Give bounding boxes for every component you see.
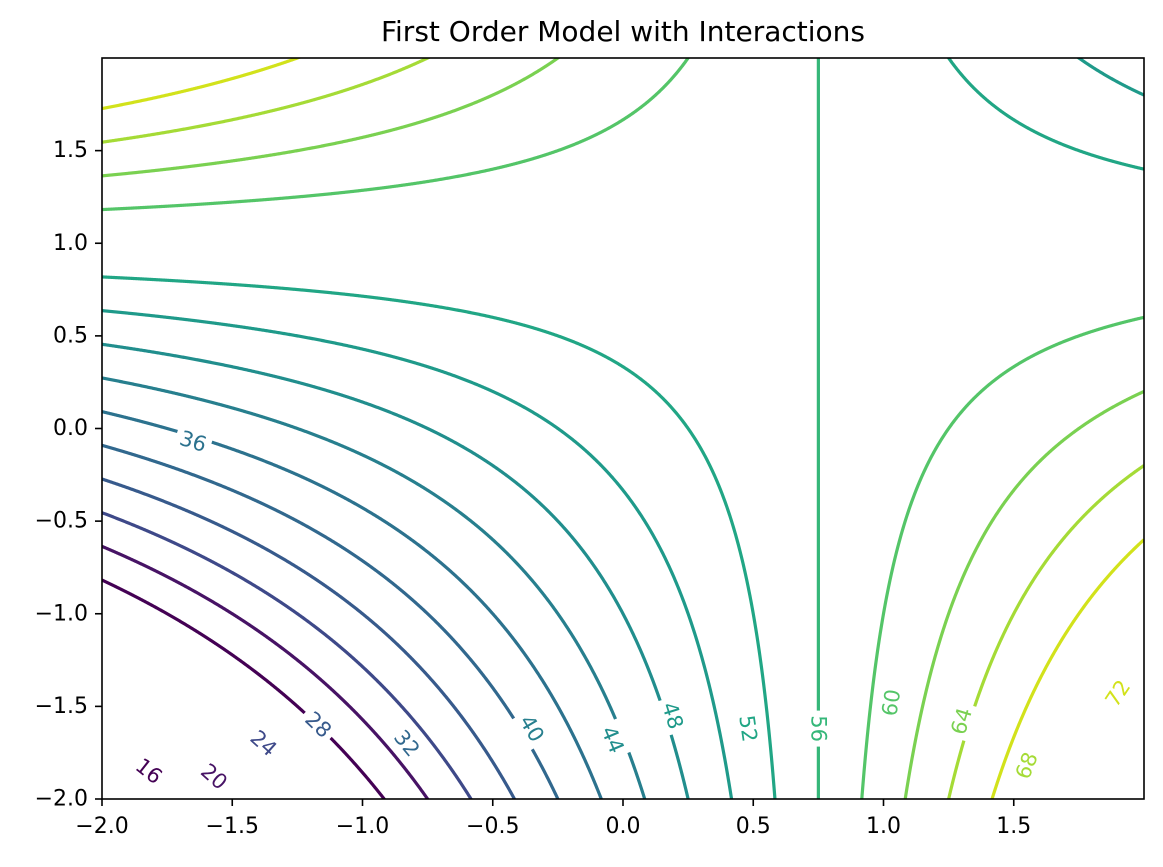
- x-tick-label: −1.5: [206, 814, 259, 839]
- contour-label-mask-16: [126, 749, 172, 793]
- x-tick-label: −1.0: [336, 814, 389, 839]
- x-tick-label: −2.0: [75, 814, 128, 839]
- x-tick-label: 1.5: [996, 814, 1031, 839]
- contour-line-28: [102, 477, 517, 799]
- y-tick-label: 1.0: [53, 231, 88, 256]
- contour-lines-group: [102, 58, 1144, 799]
- contour-label-mask-24: [241, 721, 286, 766]
- contour-label-56: 56: [806, 715, 830, 742]
- contour-label-mask-72: [1097, 671, 1139, 716]
- contour-line-64: [102, 58, 1144, 799]
- y-tick-label: 1.5: [53, 138, 88, 163]
- x-tick-label: 0.5: [736, 814, 771, 839]
- contour-line-72: [102, 58, 1144, 799]
- contour-label-mask-52: [732, 708, 764, 749]
- y-tick-label: −1.5: [35, 694, 88, 719]
- contour-label-mask-68: [1008, 744, 1046, 788]
- contour-line-68: [102, 58, 1144, 799]
- y-axis: −2.0 −1.5 −1.0 −0.5 0.0 0.5 1.0 1.5: [35, 138, 102, 812]
- contour-label-52: 52: [734, 714, 762, 744]
- contour-label-60: 60: [877, 688, 905, 718]
- contour-label-mask-28: [296, 703, 341, 747]
- contour-label-mask-36: [172, 423, 215, 460]
- contour-line-24: [102, 511, 473, 799]
- contour-label-mask-32: [385, 721, 429, 766]
- x-axis: −2.0 −1.5 −1.0 −0.5 0.0 0.5 1.0 1.5: [75, 799, 1031, 839]
- y-tick-label: 0.0: [53, 416, 88, 441]
- contour-label-mask-44: [593, 718, 632, 762]
- contour-line-40: [102, 376, 647, 799]
- contour-label-mask-60: [875, 682, 907, 723]
- contour-line-60: [102, 58, 1144, 799]
- contour-label-mask-56: [805, 710, 832, 747]
- contour-label-mask-40: [511, 706, 553, 751]
- contour-line-48: [102, 58, 1144, 799]
- y-tick-label: −2.0: [35, 787, 88, 812]
- contour-label-mask-48: [654, 694, 691, 737]
- contour-line-52: [102, 58, 1144, 799]
- y-tick-label: −1.0: [35, 601, 88, 626]
- y-tick-label: 0.5: [53, 323, 88, 348]
- contour-line-44: [102, 342, 690, 799]
- contour-label-mask-64: [944, 700, 980, 743]
- chart-title: First Order Model with Interactions: [381, 15, 865, 48]
- x-tick-label: 1.0: [866, 814, 901, 839]
- contour-line-32: [102, 443, 560, 799]
- x-tick-label: −0.5: [466, 814, 519, 839]
- x-tick-label: 0.0: [606, 814, 641, 839]
- contour-line-20: [102, 544, 430, 799]
- y-tick-label: −0.5: [35, 509, 88, 534]
- contour-label-mask-20: [191, 755, 237, 799]
